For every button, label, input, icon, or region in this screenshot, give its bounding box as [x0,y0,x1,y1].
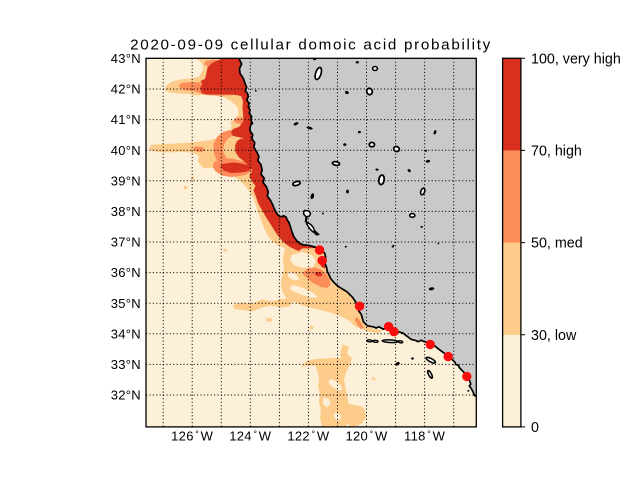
svg-text:39°N: 39°N [111,173,141,188]
svg-text:126°W: 126 ° W [171,429,214,444]
svg-text:33°N: 33°N [111,357,141,372]
svg-text:120°W: 120 ° W [345,429,388,444]
svg-text:42°N: 42°N [111,82,141,97]
svg-text:37°N: 37°N [111,235,141,250]
svg-text:124°W: 124° W [229,429,271,444]
svg-text:40°N: 40°N [111,143,141,158]
svg-text:30, low: 30, low [531,328,577,344]
svg-text:70, high: 70, high [531,143,582,159]
svg-text:100, very high: 100, very high [531,51,621,67]
svg-text:43°N: 43°N [111,51,141,66]
svg-text:122°W: 122 ° W [287,429,330,444]
svg-text:41°N: 41°N [111,112,141,127]
svg-text:118°W: 118 ° W [404,429,446,444]
svg-text:32°N: 32°N [111,388,141,403]
svg-text:50, med: 50, med [531,236,583,252]
svg-text:34°N: 34°N [111,326,141,341]
svg-text:0: 0 [531,420,539,436]
svg-text:35°N: 35°N [111,296,141,311]
svg-text:38°N: 38°N [111,204,141,219]
svg-text:36°N: 36°N [111,265,141,280]
svg-text:2020-09-09 cellular domoic aci: 2020-09-09 cellular domoic acid probabil… [130,37,492,54]
